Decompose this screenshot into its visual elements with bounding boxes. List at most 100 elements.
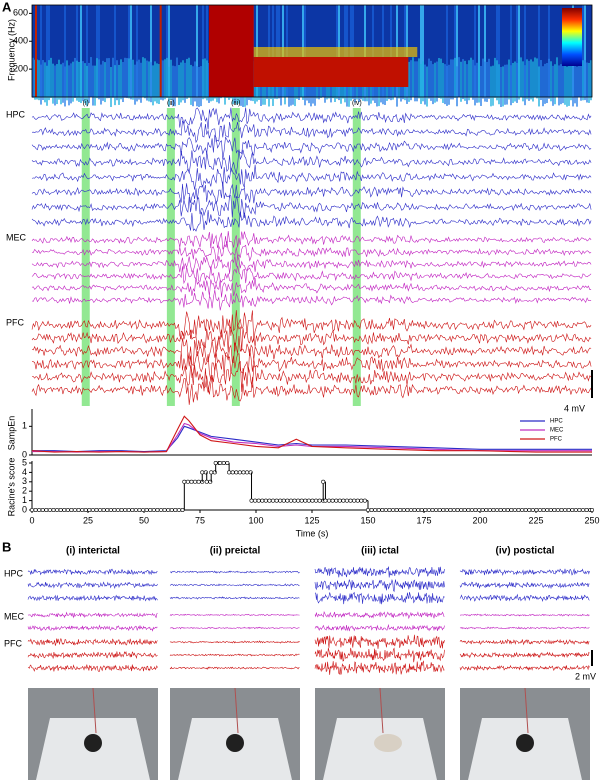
spectrogram-band <box>590 5 592 97</box>
score-marker <box>306 498 311 503</box>
spectrogram-low <box>38 60 40 101</box>
eeg-trace <box>314 579 445 593</box>
score-marker <box>245 470 250 475</box>
score-marker <box>182 479 187 484</box>
score-marker <box>466 507 471 512</box>
y-axis-label: SampEn <box>6 416 16 451</box>
spectrogram-band <box>530 5 532 97</box>
spectrogram-band <box>470 5 472 97</box>
photo-rat <box>374 734 402 752</box>
score-marker <box>559 507 564 512</box>
spectrogram-band <box>440 5 442 97</box>
spectrogram-low <box>542 66 544 107</box>
spectrogram-band <box>534 5 536 97</box>
photo-rat <box>84 734 102 752</box>
eeg-trace <box>31 241 592 262</box>
spectrogram-band <box>420 5 422 97</box>
score-marker <box>281 498 286 503</box>
score-marker <box>176 507 181 512</box>
score-marker <box>552 507 557 512</box>
spectrogram-low <box>152 65 154 106</box>
spectrogram-low <box>146 60 148 101</box>
score-marker <box>148 507 153 512</box>
spectrogram-low <box>48 60 50 101</box>
spectrogram-low <box>444 64 446 105</box>
spectrogram-low <box>204 58 206 99</box>
spectrogram-band <box>42 5 44 97</box>
spectrogram-band <box>32 5 34 97</box>
score-marker <box>112 507 117 512</box>
y-tick-label: 0 <box>22 504 27 514</box>
spectrogram-low <box>518 59 520 100</box>
spectrogram-low <box>76 60 78 101</box>
score-marker <box>394 507 399 512</box>
spectrogram-low <box>474 65 476 106</box>
spectrogram-band <box>422 5 424 97</box>
spectrogram-low <box>58 59 60 100</box>
spectrogram-band <box>162 5 164 97</box>
spectrogram-low <box>522 61 524 102</box>
score-marker <box>98 507 103 512</box>
spectrogram-band <box>520 5 522 97</box>
spectrogram-low <box>176 57 178 98</box>
spectrogram-band <box>196 5 198 97</box>
spectrogram-band <box>154 5 156 97</box>
score-marker <box>341 498 346 503</box>
score-marker <box>387 507 392 512</box>
spectrogram-low <box>70 63 72 104</box>
spectrogram-band <box>174 5 176 97</box>
spectrogram-low <box>416 61 418 102</box>
spectrogram-low <box>42 60 44 101</box>
spectrogram-band <box>480 5 482 97</box>
eeg-trace <box>31 324 592 353</box>
spectrogram-low <box>196 66 198 107</box>
score-marker <box>303 498 308 503</box>
spectrogram-low <box>570 60 572 101</box>
spectrogram-band <box>166 5 168 97</box>
spectrogram-low <box>492 65 494 106</box>
score-marker <box>119 507 124 512</box>
x-tick-label: 100 <box>248 515 263 525</box>
spectrogram-low <box>198 66 200 107</box>
score-marker <box>87 507 92 512</box>
spectrogram-band <box>116 5 118 97</box>
epoch-title: (iv) postictal <box>496 546 555 557</box>
spectrogram-low <box>188 57 190 98</box>
panel-label: B <box>2 539 11 554</box>
spectrogram-low <box>484 61 486 102</box>
eeg-trace <box>459 626 590 630</box>
spectrogram-low <box>504 64 506 105</box>
eeg-trace <box>314 566 445 578</box>
score-marker <box>94 507 99 512</box>
spectrogram-low <box>50 57 52 98</box>
spectrogram-low <box>526 59 528 100</box>
spectrogram-band <box>522 5 524 97</box>
spectrogram-band <box>50 5 52 97</box>
spectrogram-low <box>94 65 96 106</box>
score-marker <box>520 507 525 512</box>
score-marker <box>105 507 110 512</box>
spectrogram-low <box>90 57 92 98</box>
eeg-trace <box>31 360 592 393</box>
spectrogram-band <box>70 5 72 97</box>
spectrogram-band <box>164 5 166 97</box>
score-marker <box>573 507 578 512</box>
score-marker <box>495 507 500 512</box>
score-marker <box>116 507 121 512</box>
photo-rat <box>516 734 534 752</box>
spectrogram-low <box>74 57 76 98</box>
spectrogram-band <box>494 5 496 97</box>
x-tick-label: 200 <box>472 515 487 525</box>
spectrogram-low <box>106 58 108 99</box>
score-marker <box>73 507 78 512</box>
score-marker <box>274 498 279 503</box>
eeg-trace <box>31 310 592 342</box>
spectrogram-low <box>164 59 166 100</box>
spectrogram-band <box>112 5 114 97</box>
spectrogram-band <box>478 5 480 97</box>
spectrogram-low <box>82 61 84 102</box>
spectrogram-low <box>186 58 188 99</box>
spectrogram-low <box>32 57 34 98</box>
spectrogram-low <box>44 62 46 103</box>
spectrogram-low <box>96 58 98 99</box>
